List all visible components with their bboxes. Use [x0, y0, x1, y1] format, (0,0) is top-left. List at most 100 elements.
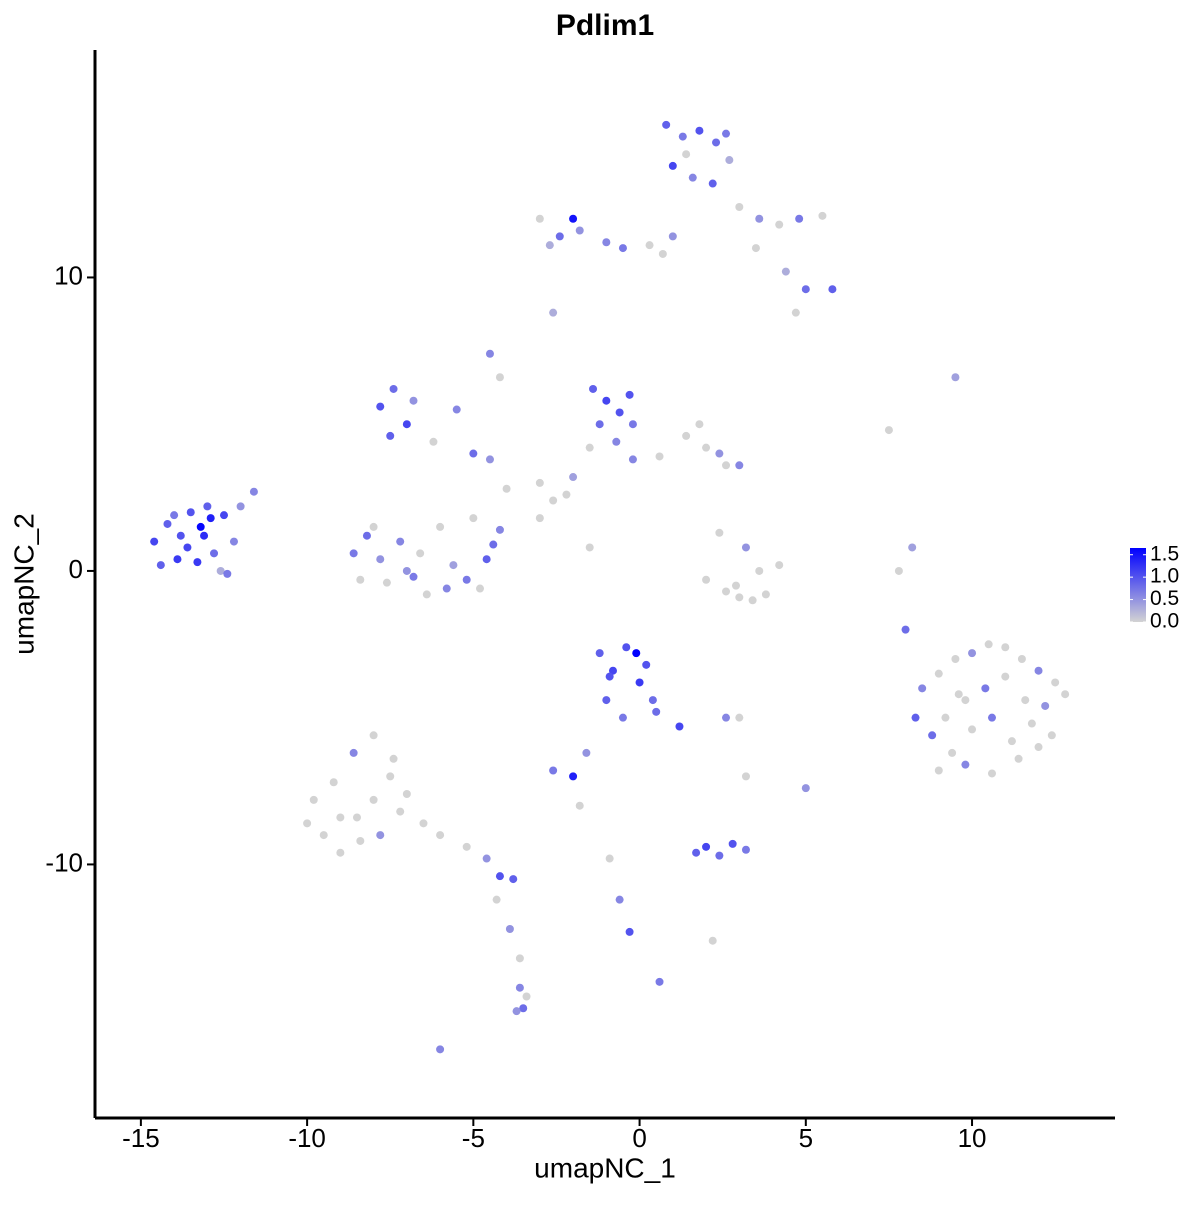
cell-point [911, 713, 920, 722]
cell-point [615, 408, 624, 417]
cell-point [748, 596, 757, 605]
cell-point [828, 285, 837, 294]
cell-point [984, 640, 993, 649]
cell-point [702, 842, 711, 851]
cell-point [775, 561, 784, 570]
cell-point [582, 748, 591, 757]
cell-point [1001, 672, 1010, 681]
cell-point [722, 129, 731, 138]
cell-point [489, 540, 498, 549]
cell-point [688, 173, 697, 182]
cell-point [692, 848, 701, 857]
cell-point [635, 678, 644, 687]
cell-point [741, 543, 750, 552]
cell-point [422, 590, 431, 599]
cell-point [309, 795, 318, 804]
cell-point [409, 396, 418, 405]
colorbar-tick-label: 0.5 [1150, 587, 1179, 610]
cell-point [336, 848, 345, 857]
cell-point [436, 831, 445, 840]
cell-point [229, 537, 238, 546]
cell-point [319, 831, 328, 840]
cell-point [615, 895, 624, 904]
cell-point [462, 842, 471, 851]
cell-point [549, 766, 558, 775]
cell-point [801, 784, 810, 793]
cell-point [658, 249, 667, 258]
cell-point [751, 244, 760, 253]
cell-point [369, 795, 378, 804]
cell-point [961, 760, 970, 769]
cell-point [216, 566, 225, 575]
cell-point [156, 561, 165, 570]
cell-point [249, 487, 258, 496]
cell-point [987, 713, 996, 722]
cell-point [731, 581, 740, 590]
cell-point [409, 572, 418, 581]
cell-point [562, 490, 571, 499]
cell-point [595, 420, 604, 429]
cell-point [735, 593, 744, 602]
cell-point [482, 854, 491, 863]
cell-point [1017, 654, 1026, 663]
cell-point [196, 522, 205, 531]
cell-point [193, 558, 202, 567]
cell-point [509, 875, 518, 884]
cell-point [712, 138, 721, 147]
cell-point [356, 575, 365, 584]
cell-point [223, 569, 232, 578]
cell-point [948, 748, 957, 757]
cell-point [419, 819, 428, 828]
cell-point [655, 977, 664, 986]
cell-point [648, 696, 657, 705]
cell-point [908, 543, 917, 552]
cell-point [715, 528, 724, 537]
cell-point [469, 514, 478, 523]
cell-point [436, 522, 445, 531]
cell-point [695, 420, 704, 429]
cell-point [236, 502, 245, 511]
cell-point [442, 584, 451, 593]
cell-point [625, 927, 634, 936]
cell-point [602, 696, 611, 705]
cell-point [402, 420, 411, 429]
cell-point [652, 707, 661, 716]
y-axis-label: umapNC_2 [8, 513, 39, 655]
cell-point [715, 851, 724, 860]
cell-point [725, 156, 734, 165]
cell-point [632, 649, 641, 658]
cell-point [1047, 731, 1056, 740]
cell-point [186, 508, 195, 517]
cell-point [625, 390, 634, 399]
cell-point [452, 405, 461, 414]
cell-point [535, 514, 544, 523]
cell-point [555, 232, 564, 241]
cell-point [901, 625, 910, 634]
cell-point [376, 831, 385, 840]
cell-point [575, 801, 584, 810]
cell-point [595, 649, 604, 658]
cell-point [735, 461, 744, 470]
cell-point [961, 696, 970, 705]
x-tick-label: -10 [288, 1123, 326, 1153]
cell-point [569, 772, 578, 781]
cell-point [722, 461, 731, 470]
cell-point [894, 566, 903, 575]
cell-point [791, 308, 800, 317]
cell-point [569, 473, 578, 482]
cell-point [482, 555, 491, 564]
cell-point [1014, 754, 1023, 763]
cell-point [1001, 643, 1010, 652]
cell-point [941, 713, 950, 722]
cell-point [485, 349, 494, 358]
cell-point [702, 443, 711, 452]
cell-point [585, 543, 594, 552]
cell-point [715, 449, 724, 458]
cell-point [519, 1004, 528, 1013]
x-tick-label: 0 [632, 1123, 646, 1153]
cell-point [402, 566, 411, 575]
cell-point [628, 420, 637, 429]
cell-point [608, 666, 617, 675]
cell-point [618, 713, 627, 722]
cell-point [755, 214, 764, 223]
